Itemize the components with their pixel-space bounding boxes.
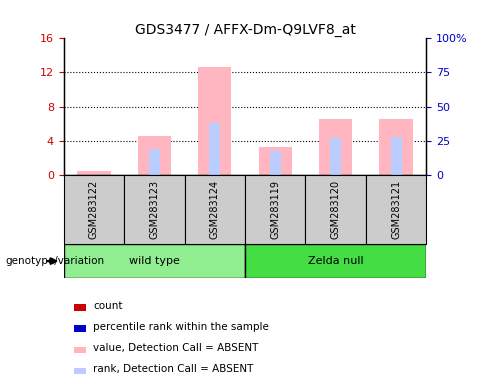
Bar: [245, 175, 305, 244]
Bar: [259, 147, 292, 175]
Bar: [379, 119, 413, 175]
Title: GDS3477 / AFFX-Dm-Q9LVF8_at: GDS3477 / AFFX-Dm-Q9LVF8_at: [135, 23, 355, 37]
Text: GSM283123: GSM283123: [149, 180, 159, 239]
Text: rank, Detection Call = ABSENT: rank, Detection Call = ABSENT: [93, 364, 253, 374]
Text: genotype/variation: genotype/variation: [5, 256, 104, 266]
Bar: [330, 138, 341, 175]
Text: wild type: wild type: [129, 256, 180, 266]
Bar: [391, 137, 401, 175]
Text: GSM283119: GSM283119: [270, 180, 280, 239]
Bar: [124, 175, 185, 244]
Text: GSM283120: GSM283120: [331, 180, 341, 239]
Bar: [77, 171, 111, 175]
Bar: [366, 175, 426, 244]
Bar: [270, 151, 281, 175]
Text: GSM283121: GSM283121: [391, 180, 401, 239]
Text: GSM283124: GSM283124: [210, 180, 220, 239]
Text: GSM283122: GSM283122: [89, 180, 99, 239]
Text: value, Detection Call = ABSENT: value, Detection Call = ABSENT: [93, 343, 259, 353]
Bar: [64, 175, 124, 244]
Text: Zelda null: Zelda null: [308, 256, 364, 266]
Bar: [209, 123, 220, 175]
Bar: [64, 244, 245, 278]
Bar: [198, 66, 231, 175]
Bar: [245, 244, 426, 278]
Text: count: count: [93, 301, 122, 311]
Bar: [149, 149, 160, 175]
Bar: [319, 119, 352, 175]
Bar: [138, 136, 171, 175]
Bar: [305, 175, 366, 244]
Bar: [185, 175, 245, 244]
Text: percentile rank within the sample: percentile rank within the sample: [93, 322, 269, 332]
